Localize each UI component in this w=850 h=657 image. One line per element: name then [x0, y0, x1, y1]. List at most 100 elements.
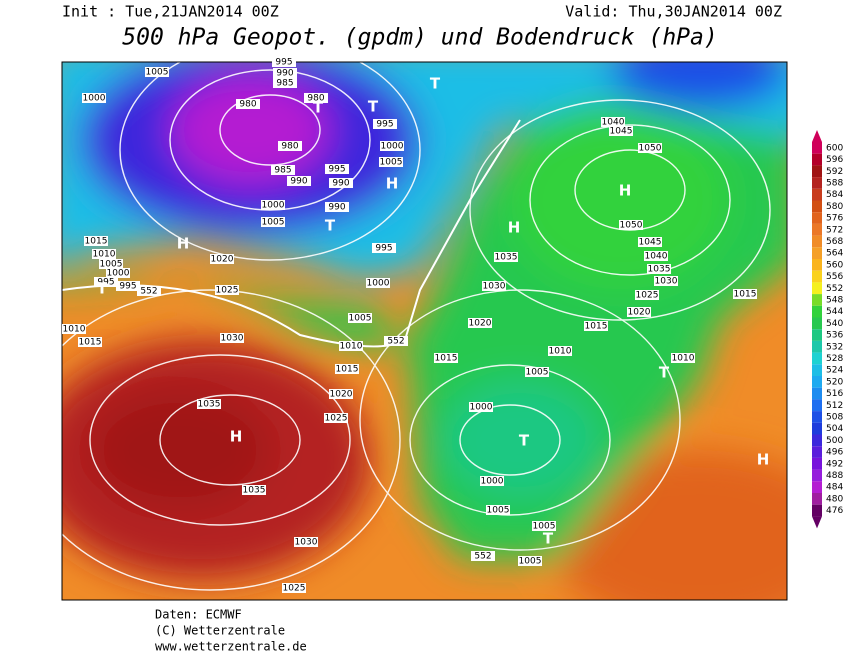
label-box: [116, 281, 140, 291]
isobar-label: 1015: [734, 290, 757, 300]
isobar-label: 1020: [469, 319, 492, 329]
label-box: [518, 556, 542, 566]
isobar-label: 995: [328, 165, 345, 175]
valid-time: Valid: Thu,30JAN2014 00Z: [565, 3, 782, 21]
isobar-label: 1035: [198, 400, 221, 410]
pressure-center: T: [97, 280, 108, 298]
footer-source: Daten: ECMWF: [155, 608, 242, 622]
legend-label: 572: [826, 225, 843, 235]
label-box: [627, 307, 651, 317]
pressure-center: T: [430, 75, 441, 93]
label-box: [469, 402, 493, 412]
init-time: Init : Tue,21JAN2014 00Z: [62, 3, 279, 21]
label-box: [62, 324, 86, 334]
legend-label: 540: [826, 319, 843, 329]
label-box: [273, 68, 297, 78]
map-area: [62, 62, 787, 600]
label-box: [282, 583, 306, 593]
label-box: [348, 313, 372, 323]
isobar-label: 1045: [610, 127, 633, 137]
isobar-label: 995: [119, 282, 136, 292]
isobar-label: 990: [276, 69, 293, 79]
isobar-label: 1030: [483, 282, 506, 292]
legend-swatch: [812, 270, 822, 283]
label-box: [82, 93, 106, 103]
legend-label: 576: [826, 214, 843, 224]
label-box: [287, 176, 311, 186]
isobar-label: 980: [281, 142, 298, 152]
isobar-label: 1010: [549, 347, 572, 357]
isobar-label: 995: [97, 278, 114, 288]
legend-swatch: [812, 422, 822, 435]
legend-swatch: [812, 387, 822, 400]
isobar-label: 1050: [639, 144, 662, 154]
legend-swatch: [812, 259, 822, 271]
isobar-label: 1040: [645, 252, 668, 262]
label-box: [197, 399, 221, 409]
isobar-label: 1010: [93, 250, 116, 260]
isobar-label: 1015: [585, 322, 608, 332]
isobar-labels: 1005995990985100098098099510009801005985…: [62, 57, 757, 594]
legend-label: 512: [826, 401, 843, 411]
legend-label: 592: [826, 167, 843, 177]
legend-label: 584: [826, 190, 843, 200]
isobar-label: 1015: [79, 338, 102, 348]
label-box: [78, 337, 102, 347]
label-box: [210, 254, 234, 264]
pressure-center: H: [757, 451, 770, 469]
isobar-label: 1025: [636, 291, 659, 301]
label-box: [638, 143, 662, 153]
label-box: [99, 259, 123, 269]
legend-swatch: [812, 446, 822, 458]
isobar-label: 1015: [435, 354, 458, 364]
isobar-label: 1005: [100, 260, 123, 270]
label-box: [480, 476, 504, 486]
label-box: [273, 78, 297, 88]
legend-swatch: [812, 457, 822, 470]
legend-arrow-top: [812, 130, 822, 142]
label-box: [366, 278, 390, 288]
label-box: [84, 236, 108, 246]
legend-swatch: [812, 235, 822, 248]
pressure-center: T: [325, 217, 336, 235]
label-box: [635, 290, 659, 300]
isobar-label: 990: [290, 177, 307, 187]
isobar-label: 1005: [519, 557, 542, 567]
legend-swatch: [812, 469, 822, 482]
legend-swatch: [812, 376, 822, 388]
isobar-label: 1005: [380, 158, 403, 168]
isobar-label: 1035: [648, 265, 671, 275]
isobar-label: 1000: [262, 201, 285, 211]
legend-swatch: [812, 340, 822, 353]
isobar-label: 1030: [221, 334, 244, 344]
legend-swatch: [812, 177, 822, 189]
isobar-label: 1000: [367, 279, 390, 289]
legend-swatch: [812, 294, 822, 306]
isobar-label: 1010: [63, 325, 86, 335]
legend-label: 488: [826, 471, 843, 481]
label-box: [236, 99, 260, 109]
pressure-center: H: [230, 428, 243, 446]
pressure-center: H: [619, 182, 632, 200]
pressure-center: T: [313, 99, 324, 117]
legend-label: 500: [826, 436, 843, 446]
legend-label: 524: [826, 366, 843, 376]
legend-swatch: [812, 212, 822, 224]
label-box: [486, 505, 510, 515]
label-box: [372, 243, 396, 253]
label-box: [325, 202, 349, 212]
isobar-label: 985: [276, 79, 293, 89]
legend-label: 516: [826, 389, 843, 399]
legend-label: 508: [826, 412, 843, 422]
label-box: [272, 57, 296, 67]
isobar-label: 1020: [330, 390, 353, 400]
isobar-label: 1050: [620, 221, 643, 231]
label-box: [339, 341, 363, 351]
isobar-label: 552: [140, 287, 157, 297]
legend-swatch: [812, 481, 822, 493]
isobar-label: 995: [375, 244, 392, 254]
label-box: [548, 346, 572, 356]
isobar-label: 1005: [146, 68, 169, 78]
label-box: [379, 157, 403, 167]
